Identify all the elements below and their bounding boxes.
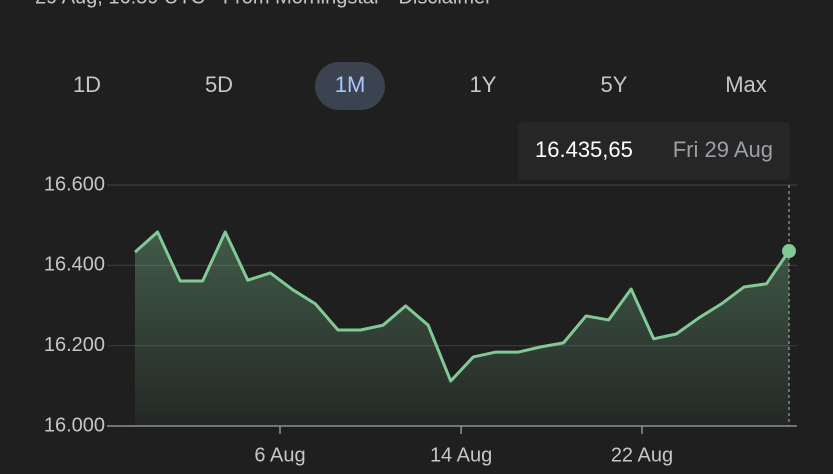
price-line — [134, 230, 791, 383]
tab[interactable]: 5Y — [601, 72, 628, 97]
x-tick-label: 22 Aug — [611, 444, 673, 466]
area — [135, 231, 789, 426]
tab[interactable]: 5D — [205, 72, 233, 97]
tab[interactable]: Max — [725, 72, 767, 97]
header-text: 29 Aug, 16:59 UTC · From Morningstar · D… — [35, 0, 492, 8]
y-tick-label: 16.200 — [44, 334, 105, 356]
tooltip-box — [518, 122, 790, 180]
tooltip-value: 16.435,65 — [535, 137, 633, 162]
hover-point — [782, 244, 796, 259]
tab[interactable]: 1Y — [470, 72, 497, 97]
y-tick-label: 16.000 — [44, 414, 105, 436]
y-tick-label: 16.400 — [44, 254, 105, 276]
y-tick-label: 16.600 — [44, 173, 105, 195]
selected-tab-pill — [315, 62, 385, 110]
tab[interactable]: 1M — [335, 72, 366, 97]
tab[interactable]: 1D — [73, 72, 101, 97]
tooltip-date: Fri 29 Aug — [673, 137, 773, 162]
x-tick-label: 14 Aug — [430, 444, 492, 466]
x-tick-label: 6 Aug — [254, 444, 305, 466]
